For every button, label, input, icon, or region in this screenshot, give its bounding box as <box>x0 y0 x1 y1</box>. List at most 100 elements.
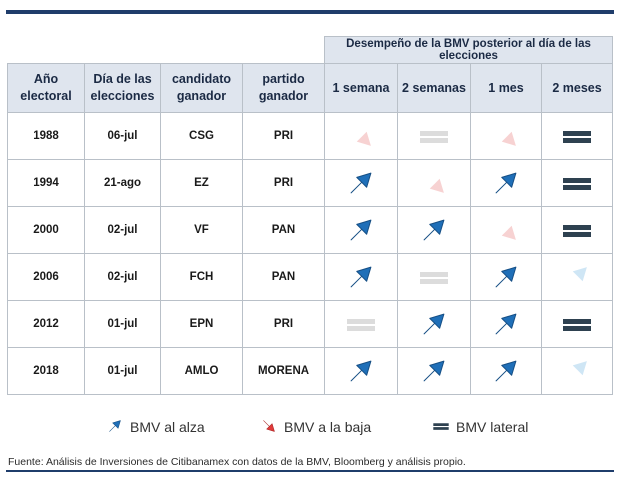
column-header-year: Año electoral <box>7 63 85 113</box>
table-row: 2006 02-jul FCH PAN <box>7 253 614 301</box>
cell-date: 01-jul <box>84 347 161 395</box>
cell-perf-1-week <box>324 347 398 395</box>
flat-lines-icon <box>341 304 381 344</box>
legend-item-down: BMV a la baja <box>258 416 371 438</box>
cell-perf-2-months <box>540 206 614 254</box>
up-arrow-icon <box>341 257 381 297</box>
column-header-2-weeks: 2 semanas <box>397 63 471 113</box>
cell-candidate: EZ <box>160 159 243 207</box>
cell-year: 2000 <box>7 206 85 254</box>
down-arrow-icon <box>341 116 381 156</box>
bmv-election-table: Desempeño de la BMV posterior al día de … <box>7 36 614 395</box>
cell-party: PRI <box>242 112 325 160</box>
up-arrow-icon <box>341 163 381 203</box>
up-arrow-icon <box>414 351 454 391</box>
cell-party: PAN <box>242 206 325 254</box>
cell-party: MORENA <box>242 347 325 395</box>
up-arrow-icon <box>557 351 597 391</box>
cell-party: PRI <box>242 159 325 207</box>
cell-perf-2-weeks <box>397 112 471 160</box>
cell-perf-2-weeks <box>397 206 471 254</box>
cell-perf-2-months <box>540 300 614 348</box>
down-arrow-icon <box>414 163 454 203</box>
cell-date: 02-jul <box>84 206 161 254</box>
cell-perf-1-month <box>470 300 542 348</box>
flat-lines-icon <box>414 257 454 297</box>
cell-party: PRI <box>242 300 325 348</box>
column-header-party: partido ganador <box>242 63 325 113</box>
legend-label-down: BMV a la baja <box>284 419 372 435</box>
cell-year: 2012 <box>7 300 85 348</box>
cell-perf-1-month <box>470 206 542 254</box>
cell-perf-1-month <box>470 347 542 395</box>
up-arrow-icon <box>414 210 454 250</box>
group-header-spacer <box>7 36 325 64</box>
up-arrow-icon <box>557 257 597 297</box>
cell-date: 01-jul <box>84 300 161 348</box>
cell-perf-2-months <box>540 347 614 395</box>
cell-perf-1-month <box>470 112 542 160</box>
bottom-rule <box>6 470 614 472</box>
down-arrow-icon <box>258 415 284 440</box>
up-arrow-icon <box>341 210 381 250</box>
cell-perf-2-weeks <box>397 300 471 348</box>
source-note: Fuente: Análisis de Inversiones de Citib… <box>8 456 466 468</box>
cell-perf-2-weeks <box>397 253 471 301</box>
legend-label-flat: BMV lateral <box>456 419 529 435</box>
flat-lines-icon <box>557 304 597 344</box>
table-body: 1988 06-jul CSG PRI 1994 21-ago EZ PRI 2000 02-ju… <box>7 112 614 395</box>
cell-perf-2-weeks <box>397 347 471 395</box>
cell-perf-1-month <box>470 159 542 207</box>
cell-perf-1-week <box>324 206 398 254</box>
up-arrow-icon <box>104 415 130 440</box>
table-row: 2000 02-jul VF PAN <box>7 206 614 254</box>
flat-lines-icon <box>430 415 456 440</box>
cell-perf-2-months <box>540 112 614 160</box>
cell-candidate: EPN <box>160 300 243 348</box>
flat-lines-icon <box>557 163 597 203</box>
column-header-1-week: 1 semana <box>324 63 398 113</box>
cell-candidate: AMLO <box>160 347 243 395</box>
cell-perf-1-week <box>324 300 398 348</box>
cell-candidate: CSG <box>160 112 243 160</box>
up-arrow-icon <box>486 351 526 391</box>
cell-party: PAN <box>242 253 325 301</box>
flat-lines-icon <box>557 210 597 250</box>
up-arrow-icon <box>414 304 454 344</box>
cell-perf-1-week <box>324 159 398 207</box>
cell-perf-1-week <box>324 112 398 160</box>
cell-year: 1988 <box>7 112 85 160</box>
cell-year: 2006 <box>7 253 85 301</box>
column-header-1-month: 1 mes <box>470 63 542 113</box>
group-header: Desempeño de la BMV posterior al día de … <box>323 36 614 64</box>
table-row: 1988 06-jul CSG PRI <box>7 112 614 160</box>
cell-date: 02-jul <box>84 253 161 301</box>
down-arrow-icon <box>486 210 526 250</box>
up-arrow-icon <box>486 257 526 297</box>
legend-item-flat: BMV lateral <box>430 416 528 438</box>
top-rule <box>6 10 614 14</box>
column-header-2-months: 2 meses <box>540 63 614 113</box>
legend-item-up: BMV al alza <box>104 416 205 438</box>
cell-year: 1994 <box>7 159 85 207</box>
column-header-date: Día de las elecciones <box>84 63 161 113</box>
cell-perf-2-weeks <box>397 159 471 207</box>
cell-perf-2-months <box>540 159 614 207</box>
column-header-candidate: candidato ganador <box>160 63 243 113</box>
flat-lines-icon <box>557 116 597 156</box>
up-arrow-icon <box>341 351 381 391</box>
cell-date: 06-jul <box>84 112 161 160</box>
cell-year: 2018 <box>7 347 85 395</box>
table-row: 2012 01-jul EPN PRI <box>7 300 614 348</box>
up-arrow-icon <box>486 163 526 203</box>
cell-date: 21-ago <box>84 159 161 207</box>
legend: BMV al alza BMV a la baja BMV lateral <box>0 416 641 438</box>
flat-lines-icon <box>414 116 454 156</box>
cell-perf-1-week <box>324 253 398 301</box>
down-arrow-icon <box>486 116 526 156</box>
legend-label-up: BMV al alza <box>130 419 205 435</box>
cell-perf-2-months <box>540 253 614 301</box>
table-row: 2018 01-jul AMLO MORENA <box>7 347 614 395</box>
up-arrow-icon <box>486 304 526 344</box>
cell-candidate: VF <box>160 206 243 254</box>
